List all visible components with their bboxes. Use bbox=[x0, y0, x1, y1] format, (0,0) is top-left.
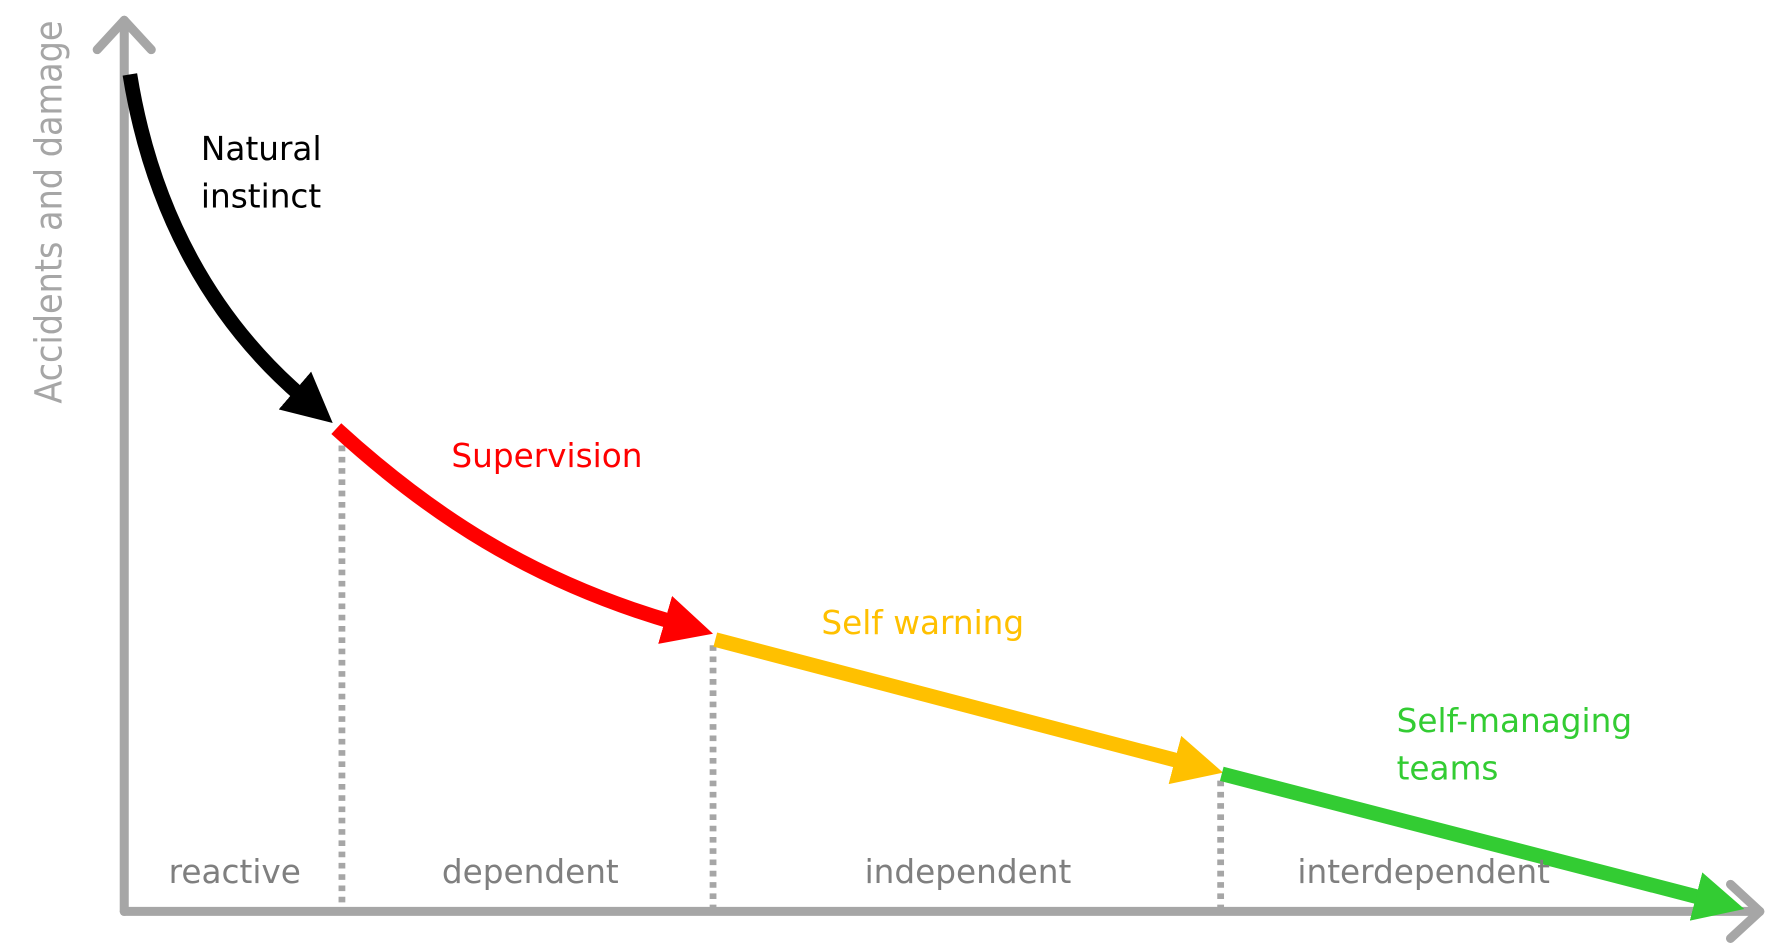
phase-label: reactive bbox=[169, 853, 301, 891]
stage-label: Supervision bbox=[451, 437, 642, 475]
stage-arrow bbox=[122, 73, 333, 424]
stage-arrow bbox=[331, 423, 714, 644]
stage-label-line: Natural bbox=[201, 130, 322, 168]
y-axis-arrow bbox=[92, 15, 156, 55]
dividers bbox=[338, 434, 1225, 910]
phase-label: dependent bbox=[442, 853, 619, 891]
stage-label-line: teams bbox=[1397, 749, 1499, 787]
phase-label: independent bbox=[865, 853, 1072, 891]
y-axis-label: Accidents and damage bbox=[26, 21, 70, 404]
phase-label: interdependent bbox=[1297, 853, 1550, 891]
stage-label-line: Self-managing bbox=[1397, 702, 1632, 740]
stage-label: Self warning bbox=[821, 604, 1024, 642]
stage-arrow bbox=[713, 632, 1224, 785]
stage-label: Self-managing teams bbox=[1397, 702, 1632, 787]
stage-label-line: Supervision bbox=[451, 437, 642, 475]
stage-label: Natural instinct bbox=[201, 130, 322, 215]
stage-arrow bbox=[1219, 766, 1745, 921]
stage-label-line: instinct bbox=[201, 178, 321, 216]
stage-label-line: Self warning bbox=[821, 604, 1024, 642]
axes bbox=[92, 15, 1765, 943]
